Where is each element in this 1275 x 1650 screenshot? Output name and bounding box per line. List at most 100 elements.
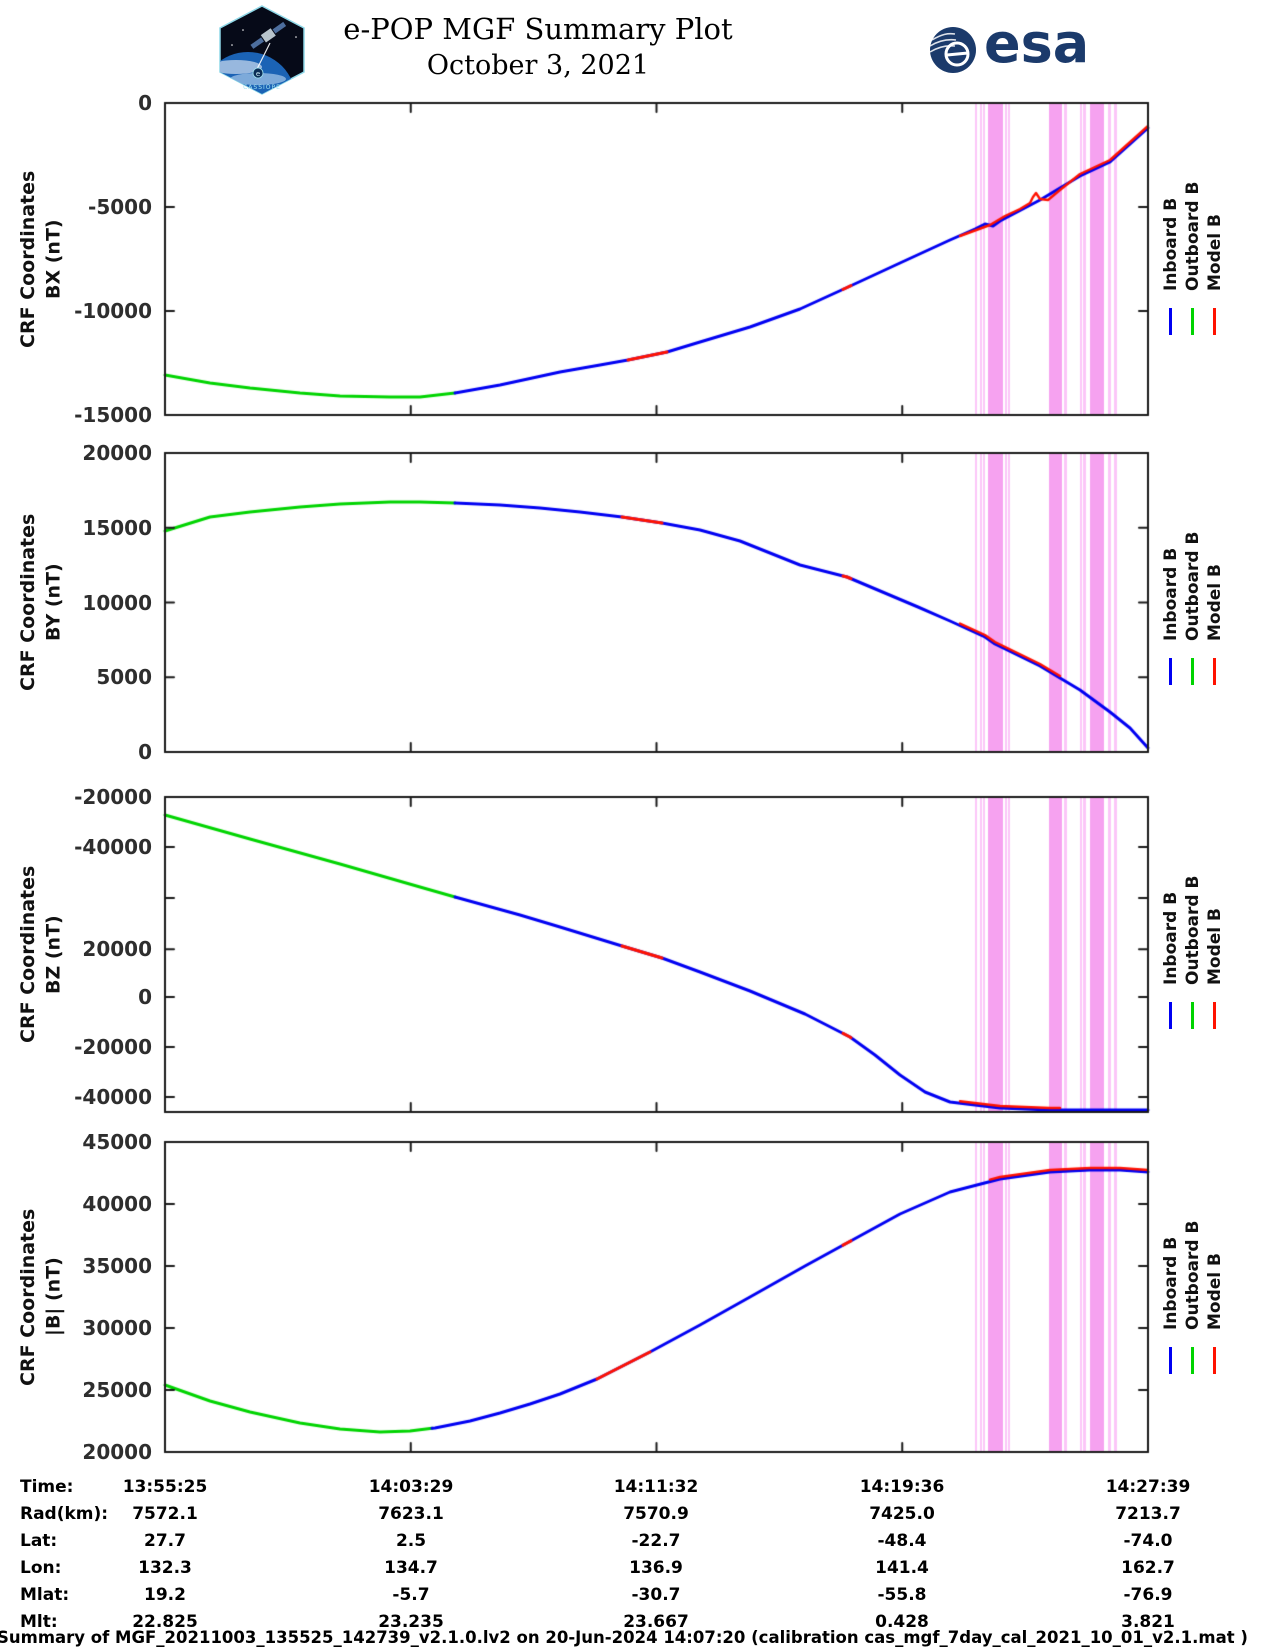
table-cell: -74.0 xyxy=(1123,1531,1173,1551)
table-cell: 2.5 xyxy=(395,1531,427,1551)
table-row-label: Time: xyxy=(20,1477,74,1497)
table-cell: 132.3 xyxy=(138,1558,192,1578)
cassiope-patch-icon: e CASSIOPE xyxy=(219,5,305,95)
table-cell: 14:19:36 xyxy=(859,1477,945,1497)
table-cell: -5.7 xyxy=(392,1585,430,1605)
legend-label-inboard: Inboard B xyxy=(1161,197,1181,291)
y-tick-label-by: 20000 xyxy=(82,441,152,465)
y-tick-label-bmag: 25000 xyxy=(82,1378,152,1402)
table-cell: 3.821 xyxy=(1121,1612,1175,1632)
y-tick-label-bmag: 30000 xyxy=(82,1316,152,1340)
legend-label-inboard: Inboard B xyxy=(1161,891,1181,985)
y-tick-label-bx: -5000 xyxy=(88,194,152,219)
table-cell: 22.825 xyxy=(132,1612,198,1632)
legend-label-model: Model B xyxy=(1205,214,1225,291)
y-axis-label-line: BX (nT) xyxy=(42,219,65,299)
table-cell: 0.428 xyxy=(875,1612,929,1632)
table-cell: 7570.9 xyxy=(623,1504,689,1524)
panel-bmag xyxy=(165,1142,1148,1452)
table-cell: 7623.1 xyxy=(378,1504,444,1524)
legend-key-outboard xyxy=(1191,308,1194,335)
legend-label-model: Model B xyxy=(1205,1253,1225,1330)
esa-globe-icon xyxy=(929,27,976,73)
cassiope-patch-label: CASSIOPE xyxy=(243,84,281,91)
legend-key-outboard xyxy=(1191,1347,1194,1374)
y-tick-label-bmag: 20000 xyxy=(82,1440,152,1464)
y-tick-label-by: 15000 xyxy=(82,515,152,540)
table-cell: 14:03:29 xyxy=(368,1477,454,1497)
legend-label-model: Model B xyxy=(1205,564,1225,641)
y-axis-label-line: CRF Coordinates xyxy=(17,1208,39,1386)
panel-bx xyxy=(165,103,1148,415)
table-cell: -30.7 xyxy=(631,1585,681,1605)
y-tick-label-bx: -15000 xyxy=(74,403,152,427)
y-axis-label-line: CRF Coordinates xyxy=(17,170,39,348)
y-tick-label-bmag: 40000 xyxy=(82,1192,152,1216)
table-row-label: Lon: xyxy=(20,1558,62,1578)
table-cell: 7213.7 xyxy=(1115,1504,1181,1524)
panel-bz xyxy=(165,797,1148,1112)
page-subtitle-date: October 3, 2021 xyxy=(426,50,650,81)
legend-key-model xyxy=(1213,1347,1216,1374)
page-title: e-POP MGF Summary Plot xyxy=(343,12,733,46)
y-tick-label-bz: 20000 xyxy=(82,937,152,962)
table-cell: 7572.1 xyxy=(132,1504,198,1524)
table-cell: -76.9 xyxy=(1123,1585,1173,1605)
legend-key-outboard xyxy=(1191,1002,1194,1029)
y-axis-label-bx: CRF Coordinates BX (nT) xyxy=(16,103,78,415)
table-row-label: Lat: xyxy=(20,1531,58,1551)
table-cell: 162.7 xyxy=(1121,1558,1175,1578)
y-axis-label-line: |B| (nT) xyxy=(42,1257,65,1337)
panel-by xyxy=(165,453,1148,752)
legend-label-model: Model B xyxy=(1205,908,1225,985)
legend-key-inboard xyxy=(1169,1002,1172,1029)
cassiope-mission-patch: e CASSIOPE xyxy=(218,5,306,95)
table-cell: 14:11:32 xyxy=(613,1477,699,1497)
table-cell: 141.4 xyxy=(875,1558,929,1578)
table-cell: -55.8 xyxy=(877,1585,927,1605)
legend-key-model xyxy=(1213,308,1216,335)
table-cell: 136.9 xyxy=(629,1558,683,1578)
legend-key-outboard xyxy=(1191,658,1194,685)
table-cell: 27.7 xyxy=(144,1531,186,1551)
table-cell: 14:27:39 xyxy=(1105,1477,1191,1497)
legend-label-inboard: Inboard B xyxy=(1161,547,1181,641)
esa-logo-text: esa xyxy=(984,12,1090,75)
svg-text:e: e xyxy=(256,70,260,78)
legend-key-inboard xyxy=(1169,658,1172,685)
y-tick-label-bx: 0 xyxy=(138,91,152,115)
legend-key-inboard xyxy=(1169,308,1172,335)
esa-logo: esa xyxy=(928,12,1118,86)
y-tick-label-bx: -10000 xyxy=(74,299,152,323)
legend-label-outboard: Outboard B xyxy=(1183,1220,1203,1330)
y-tick-label-by: 5000 xyxy=(96,665,152,690)
table-cell: 23.235 xyxy=(378,1612,444,1632)
legend-key-model xyxy=(1213,658,1216,685)
legend-key-inboard xyxy=(1169,1347,1172,1374)
table-cell: 134.7 xyxy=(384,1558,438,1578)
table-cell: -48.4 xyxy=(877,1531,927,1551)
legend-label-outboard: Outboard B xyxy=(1183,181,1203,291)
table-cell: 7425.0 xyxy=(869,1504,935,1524)
legend-key-model xyxy=(1213,1002,1216,1029)
y-tick-label-by: 0 xyxy=(138,740,152,764)
y-tick-label-bz: -40000 xyxy=(74,835,152,860)
table-row-label: Rad(km): xyxy=(20,1504,109,1524)
legend-label-outboard: Outboard B xyxy=(1183,531,1203,641)
y-axis-label-bmag: CRF Coordinates |B| (nT) xyxy=(16,1142,78,1452)
table-row-label: Mlt: xyxy=(20,1612,58,1632)
table-cell: 23.667 xyxy=(623,1612,689,1632)
table-row-label: Mlat: xyxy=(20,1585,70,1605)
footer-summary-line: Summary of MGF_20211003_135525_142739_v2… xyxy=(0,1628,1248,1647)
table-cell: 13:55:25 xyxy=(122,1477,208,1497)
y-tick-label-by: 10000 xyxy=(82,590,152,615)
y-tick-label-bz: 0 xyxy=(138,985,152,1010)
table-cell: -22.7 xyxy=(631,1531,681,1551)
y-tick-label-bz: -20000 xyxy=(74,785,152,809)
y-tick-label-bz: -20000 xyxy=(74,1035,152,1060)
table-cell: 19.2 xyxy=(144,1585,186,1605)
y-tick-label-bmag: 35000 xyxy=(82,1254,152,1278)
legend-label-outboard: Outboard B xyxy=(1183,875,1203,985)
